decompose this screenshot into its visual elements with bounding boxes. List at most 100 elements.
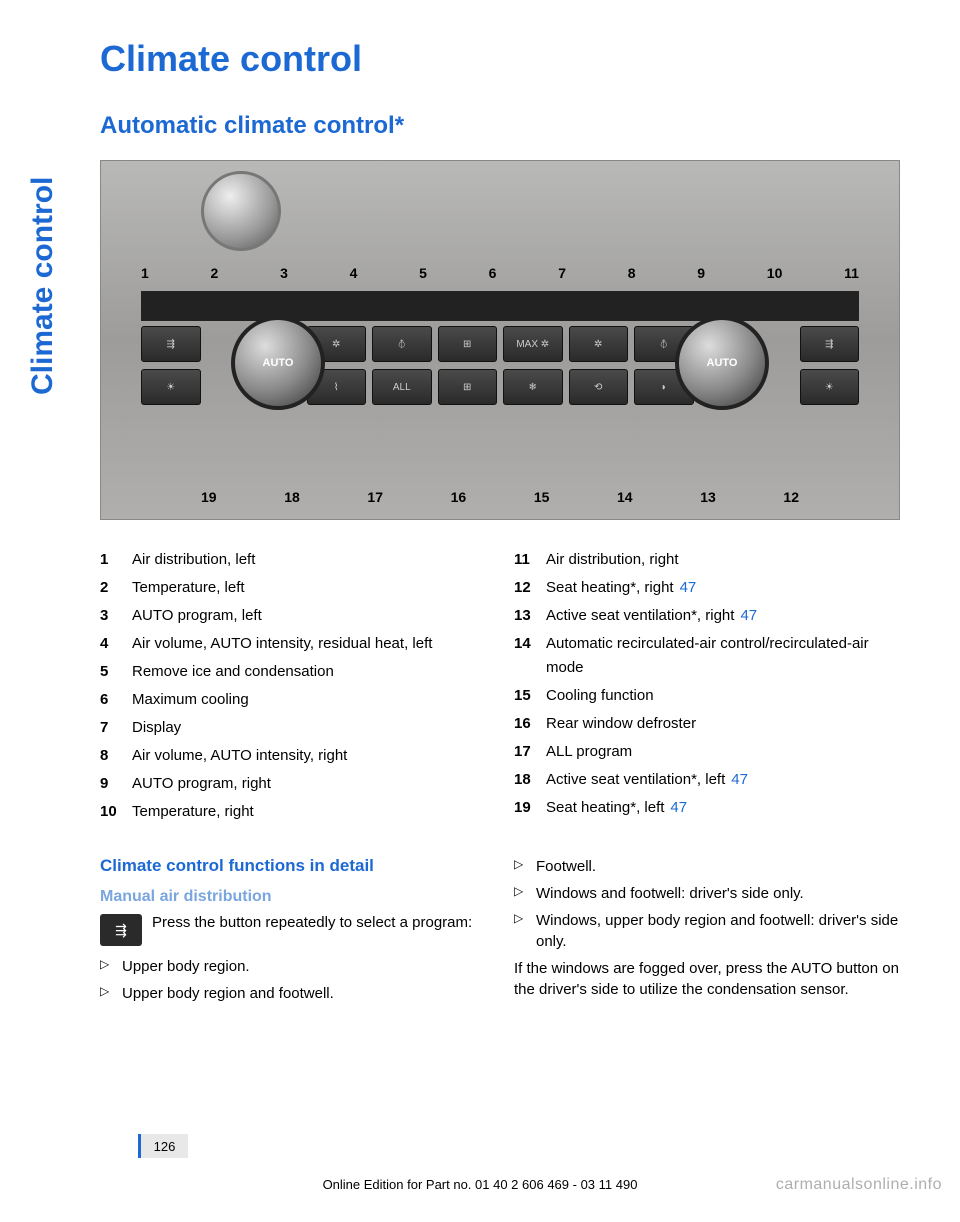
legend-num: 11	[514, 548, 536, 572]
legend-text: AUTO program, right	[132, 772, 486, 796]
bullet-item: Windows, upper body region and footwell:…	[514, 910, 900, 952]
panel-button: ☀	[141, 369, 201, 405]
manual-heading: Manual air distribution	[100, 888, 486, 906]
callout-num: 10	[767, 265, 783, 281]
legend-num: 14	[514, 632, 536, 680]
callout-num: 14	[617, 489, 633, 505]
callout-num: 17	[367, 489, 383, 505]
legend-item: 16 Rear window defroster	[514, 712, 900, 736]
legend-item: 15 Cooling function	[514, 684, 900, 708]
page-number: 126	[138, 1134, 188, 1158]
bullet-item: Upper body region and footwell.	[100, 983, 486, 1004]
callout-num: 5	[419, 265, 427, 281]
panel-button: ⦽	[372, 326, 432, 362]
callout-num: 8	[628, 265, 636, 281]
legend-item: 3AUTO program, left	[100, 604, 486, 628]
callout-num: 13	[700, 489, 716, 505]
panel-button: ⊞	[438, 326, 498, 362]
legend-item: 11 Air distribution, right	[514, 548, 900, 572]
section-subtitle: Automatic climate control*	[100, 112, 900, 140]
callout-num: 4	[350, 265, 358, 281]
legend-item: 19Seat heating*, left47	[514, 796, 900, 820]
callout-num: 16	[451, 489, 467, 505]
legend-text: Remove ice and condensation	[132, 660, 486, 684]
legend-num: 10	[100, 800, 122, 824]
legend-num: 1	[100, 548, 122, 572]
legend-num: 2	[100, 576, 122, 600]
callout-num: 18	[284, 489, 300, 505]
legend-text: Cooling function	[546, 684, 900, 708]
panel-button: ⟲	[569, 369, 629, 405]
legend-num: 16	[514, 712, 536, 736]
legend-item: 8Air volume, AUTO intensity, right	[100, 744, 486, 768]
manual-text: Press the button repeatedly to select a …	[152, 914, 472, 946]
body-col-right: Footwell. Windows and footwell: driver's …	[514, 856, 900, 1010]
legend-text: Seat heating*, right47	[546, 576, 900, 600]
panel-button: MAX ✲	[503, 326, 563, 362]
watermark: carmanualsonline.info	[776, 1176, 942, 1194]
legend-item: 6Maximum cooling	[100, 688, 486, 712]
panel-button: ✲	[569, 326, 629, 362]
legend-item: 7 Display	[100, 716, 486, 740]
side-tab-label: Climate control	[26, 75, 60, 395]
panel-button: ALL	[372, 369, 432, 405]
legend-num: 7	[100, 716, 122, 740]
page-ref-link[interactable]: 47	[680, 579, 697, 596]
callout-num: 3	[280, 265, 288, 281]
legend-col-left: 1Air distribution, left 2Temperature, lef…	[100, 548, 486, 828]
panel-button: ☀	[800, 369, 860, 405]
legend-num: 9	[100, 772, 122, 796]
legend-text: Seat heating*, left47	[546, 796, 900, 820]
legend-text: Rear window defroster	[546, 712, 900, 736]
legend-item: 17ALL program	[514, 740, 900, 764]
legend-text: Automatic recirculated-air control/recir…	[546, 632, 900, 680]
callout-row-bottom: 19 18 17 16 15 14 13 12	[141, 489, 859, 505]
legend-item: 13Active seat ventilation*, right47	[514, 604, 900, 628]
bullet-item: Footwell.	[514, 856, 900, 877]
callout-num: 2	[211, 265, 219, 281]
legend-num: 5	[100, 660, 122, 684]
legend-num: 4	[100, 632, 122, 656]
legend-item: 14Automatic recirculated-air control/rec…	[514, 632, 900, 680]
volume-knob-graphic	[201, 171, 281, 251]
callout-row-top: 1 2 3 4 5 6 7 8 9 10 11	[141, 265, 859, 281]
body-col-left: Climate control functions in detail Manu…	[100, 856, 486, 1010]
legend-item: 12 Seat heating*, right47	[514, 576, 900, 600]
legend-item: 18Active seat ventilation*, left47	[514, 768, 900, 792]
body-columns: Climate control functions in detail Manu…	[100, 856, 900, 1010]
detail-heading: Climate control functions in detail	[100, 856, 486, 876]
legend-num: 13	[514, 604, 536, 628]
display-strip	[141, 291, 859, 321]
legend-num: 15	[514, 684, 536, 708]
bullet-list-left: Upper body region.Upper body region and …	[100, 956, 486, 1004]
legend-item: 2Temperature, left	[100, 576, 486, 600]
legend-columns: 1Air distribution, left 2Temperature, lef…	[100, 548, 900, 828]
callout-num: 6	[489, 265, 497, 281]
legend-text: Display	[132, 716, 486, 740]
callout-num: 11	[844, 265, 859, 281]
callout-num: 9	[697, 265, 705, 281]
legend-text: Air volume, AUTO intensity, right	[132, 744, 486, 768]
legend-text: Temperature, right	[132, 800, 486, 824]
legend-col-right: 11 Air distribution, right 12 Seat heating*…	[514, 548, 900, 828]
legend-num: 12	[514, 576, 536, 600]
page-ref-link[interactable]: 47	[731, 771, 748, 788]
page-ref-link[interactable]: 47	[670, 799, 687, 816]
legend-item: 5 Remove ice and condensation	[100, 660, 486, 684]
panel-button: ⇶	[141, 326, 201, 362]
bullet-item: Windows and footwell: driver's side only…	[514, 883, 900, 904]
legend-text: Air distribution, right	[546, 548, 900, 572]
legend-item: 9 AUTO program, right	[100, 772, 486, 796]
auto-dial-left: AUTO	[231, 316, 325, 410]
panel-button: ⇶	[800, 326, 860, 362]
legend-item: 1Air distribution, left	[100, 548, 486, 572]
legend-item: 4Air volume, AUTO intensity, residual he…	[100, 632, 486, 656]
callout-num: 19	[201, 489, 217, 505]
panel-button: ❄	[503, 369, 563, 405]
legend-num: 18	[514, 768, 536, 792]
fog-paragraph: If the windows are fogged over, press th…	[514, 958, 900, 1000]
legend-num: 6	[100, 688, 122, 712]
page-ref-link[interactable]: 47	[740, 607, 757, 624]
callout-num: 12	[783, 489, 799, 505]
page-content: Climate control Automatic climate contro…	[100, 38, 900, 1010]
